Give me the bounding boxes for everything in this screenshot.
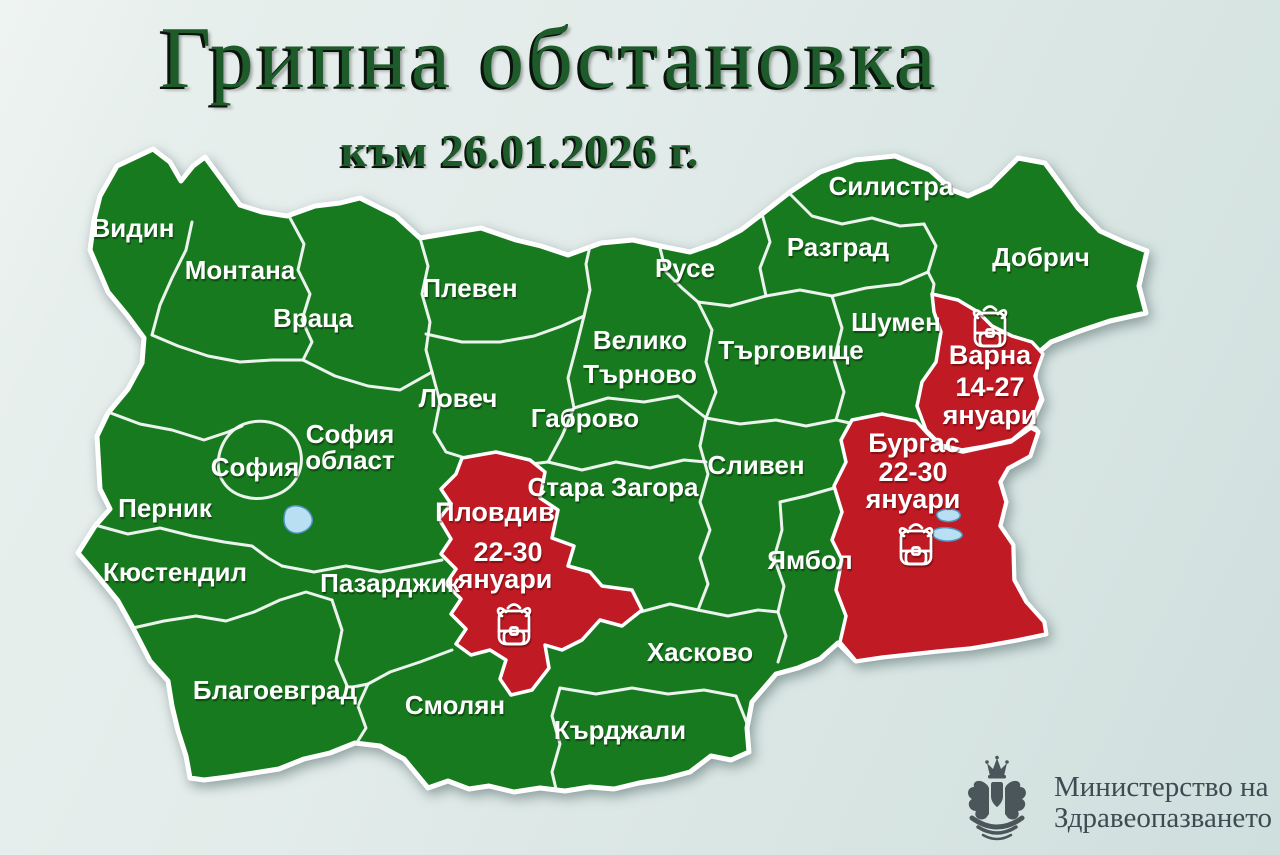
region-label-shumen: Шумен xyxy=(851,307,941,337)
province-border-line xyxy=(418,236,434,374)
region-label-sofia-oblast-line2: област xyxy=(305,445,395,475)
province-border-line xyxy=(696,300,718,420)
province-border-line xyxy=(772,486,836,664)
region-label-ruse: Русе xyxy=(655,253,715,283)
province-border-line xyxy=(550,686,562,791)
region-label-dobrich: Добрич xyxy=(992,242,1090,272)
region-label-vratsa: Враца xyxy=(273,303,353,333)
region-label-targovishte: Търговище xyxy=(718,335,863,365)
province-border-line xyxy=(582,244,592,318)
burgas-period-line2: януари xyxy=(865,484,961,514)
region-label-pernik: Перник xyxy=(118,493,213,523)
region-label-pazardzhik: Пазарджик xyxy=(320,568,461,598)
region-label-burgas: Бургас xyxy=(868,428,959,458)
province-border-line xyxy=(696,270,930,308)
province-border-line xyxy=(704,416,838,428)
ministry-name-line2: Здравеопазването xyxy=(1054,802,1273,834)
page-subtitle-date: към 26.01.2026 г. xyxy=(340,125,700,176)
ministry-coat-of-arms xyxy=(968,755,1026,841)
region-label-blagoevgrad: Благоевград xyxy=(193,675,358,705)
province-border-line xyxy=(830,294,846,422)
province-border-line xyxy=(93,523,284,568)
epidemic-regions xyxy=(437,292,1048,697)
province-border-line xyxy=(150,333,305,364)
province-border-line xyxy=(696,608,780,618)
region-label-haskovo: Хасково xyxy=(647,637,753,667)
burgas-period-line1: 22-30 xyxy=(878,457,947,487)
epidemic-labels: Пловдив 22-30 януари Варна 14-27 януари … xyxy=(435,305,1038,646)
varna-period-line2: януари xyxy=(942,400,1038,430)
province-labels: Видин Монтана Враца Плевен Русе Разград … xyxy=(92,171,1090,745)
province-border-line xyxy=(424,314,586,344)
region-label-varna: Варна xyxy=(949,340,1032,370)
region-label-kyustendil: Кюстендил xyxy=(103,557,247,587)
region-label-sofia-city: София xyxy=(211,452,300,482)
region-label-vidin: Видин xyxy=(92,213,175,243)
province-border-line xyxy=(131,590,334,630)
ministry-name-line1: Министерство на xyxy=(1054,771,1269,803)
burgas-lake-south xyxy=(931,527,963,542)
province-border-line xyxy=(572,394,708,420)
region-label-stara-zagora: Стара Загора xyxy=(528,472,700,502)
region-label-pleven: Плевен xyxy=(422,273,517,303)
region-label-veliko-tarnovo-line1: Велико xyxy=(593,325,687,355)
province-border-line xyxy=(150,220,194,337)
province-border-line xyxy=(330,598,370,690)
lakes xyxy=(283,505,963,542)
varna-period-line1: 14-27 xyxy=(955,372,1024,402)
province-border-line xyxy=(301,358,434,392)
province-border-line xyxy=(758,212,772,298)
region-label-montana: Монтана xyxy=(185,255,296,285)
province-border-line xyxy=(638,602,700,614)
region-label-smolyan: Смолян xyxy=(405,690,505,720)
region-label-razgrad: Разград xyxy=(787,232,890,262)
province-border-line xyxy=(658,246,700,304)
plovdiv-period-line2: януари xyxy=(457,564,553,594)
region-label-gabrovo: Габрово xyxy=(531,403,639,433)
region-label-veliko-tarnovo-line2: Търново xyxy=(583,359,697,389)
region-label-silistra: Силистра xyxy=(829,171,954,201)
region-label-plovdiv: Пловдив xyxy=(435,497,555,527)
burgas-lake-north xyxy=(936,508,961,523)
region-plovdiv-epidemic xyxy=(437,450,644,697)
plovdiv-period-line1: 22-30 xyxy=(473,537,542,567)
page-title: Грипна обстановка xyxy=(160,10,940,107)
iskar-reservoir-lake xyxy=(283,505,313,534)
province-border-line xyxy=(546,458,708,472)
ministry-name: Министерство на Здравеопазването xyxy=(1054,772,1274,834)
province-border-line xyxy=(280,558,444,574)
region-label-kardzhali: Кърджали xyxy=(554,715,686,745)
province-border-line xyxy=(558,686,750,728)
province-border-line xyxy=(546,314,586,464)
province-border-line xyxy=(922,222,938,298)
region-label-sofia-oblast-line1: София xyxy=(306,419,395,449)
province-border-line xyxy=(366,648,454,686)
province-border-line xyxy=(288,216,314,362)
region-label-lovech: Ловеч xyxy=(419,383,498,413)
province-border-line xyxy=(354,682,370,746)
province-border-sofia-city xyxy=(216,419,303,500)
province-border-line xyxy=(696,416,712,612)
region-label-sliven: Сливен xyxy=(707,450,804,480)
region-label-yambol: Ямбол xyxy=(767,545,852,575)
province-border-line xyxy=(788,192,926,228)
